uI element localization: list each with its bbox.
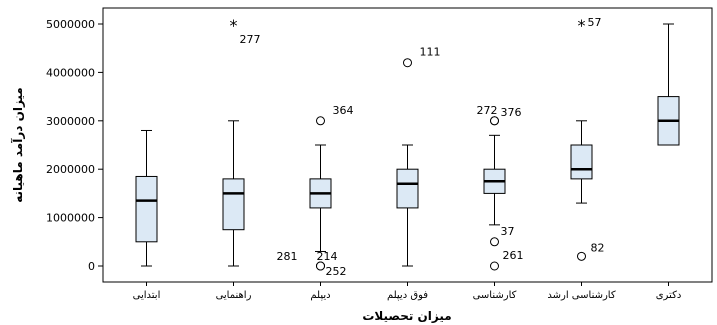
box-iqr [135,175,158,243]
outlier-label: 376 [501,106,522,119]
boxes-group [135,23,680,267]
outlier-circle-marker [316,116,325,126]
box-4 [483,134,506,226]
y-axis: 0 1000000 2000000 3000000 4000000 5000000 [46,18,103,273]
outlier: 82 [577,241,605,261]
outlier: 261 [490,249,524,271]
outlier-label: 111 [420,46,441,59]
y-tick-label: 2000000 [46,163,95,176]
x-tick-label: دیپلم [310,290,330,301]
outlier-label: 57 [588,16,602,29]
outlier-label: 364 [333,104,354,117]
outlier-label: 82 [591,241,605,254]
outlier-label: 37 [501,225,515,238]
box-iqr [570,144,593,180]
box-6 [657,23,680,146]
outlier-label: 214 [317,250,338,263]
box-5 [570,120,593,204]
box-3 [396,144,419,267]
outlier-circle-marker [577,251,586,261]
outlier: 376 [490,106,522,126]
box-iqr [222,178,245,231]
outlier-circle-marker [403,58,412,68]
outlier: * 57 [578,16,602,35]
outlier-circle-marker [490,261,499,271]
outlier-label: 277 [240,33,261,46]
outlier: 252 [316,261,347,278]
box-2 [309,144,332,252]
x-tick-label: دکتری [656,290,682,301]
y-tick-label: 3000000 [46,115,95,128]
outlier: *277 [230,16,261,46]
box-0 [135,129,158,267]
x-axis: ابتدایی راهنمایی دیپلم فوق دیپلم کارشناسی کار… [133,282,682,301]
outlier-circle-marker [490,237,499,247]
x-tick-label: فوق دیپلم [387,290,428,301]
outlier-circle-marker [316,261,325,271]
outlier-star-marker: * [230,16,238,35]
x-tick-label: ابتدایی [133,290,161,301]
y-tick-label: 4000000 [46,66,95,79]
y-tick-label: 1000000 [46,212,95,225]
outlier-star-marker: * [578,16,586,35]
outlier-label: 272 [477,104,498,117]
x-tick-label: کارشناسی ارشد [547,290,615,301]
x-tick-label: راهنمایی [216,290,252,301]
outlier-label: 261 [503,249,524,262]
x-axis-title: میزان تحصیلات [362,309,451,323]
outlier-label: 281 [277,250,298,263]
y-tick-label: 5000000 [46,18,95,31]
y-tick-label: 0 [88,260,95,273]
box-1 [222,120,245,267]
outlier: 37 [490,225,515,247]
box-iqr [396,168,419,209]
y-axis-title: میزان درآمد ماهیانه [10,87,25,203]
outlier-label: 252 [326,265,347,278]
outlier: 111 [403,46,441,68]
x-tick-label: کارشناسی [473,290,517,301]
outlier: 364 [316,104,354,126]
outlier-circle-marker [490,116,499,126]
